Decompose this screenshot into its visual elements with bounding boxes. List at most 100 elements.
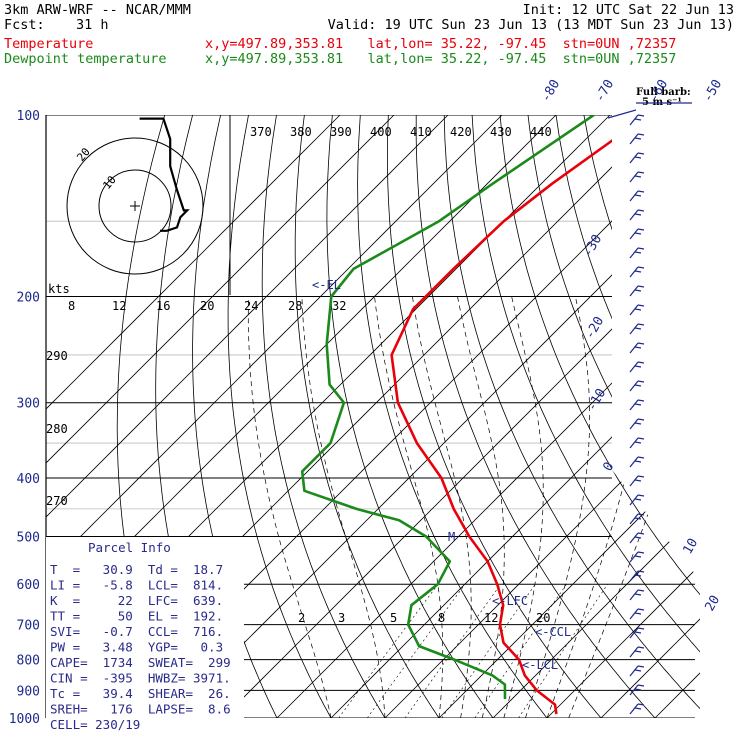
dry-adiabat-line [611, 115, 700, 718]
wind-barb-flag [634, 118, 642, 121]
isotherm-line [600, 115, 700, 718]
wind-barb-flag [637, 456, 645, 459]
wind-barb-staff [629, 152, 639, 164]
isotherm-label: -10 [584, 386, 609, 414]
wind-barb-flag [637, 361, 645, 364]
hodograph-ring-label: 20 [74, 145, 92, 164]
isotherm-label: 40 [0, 0, 16, 4]
isotherm-line [222, 115, 700, 718]
mixing-ratio-label: 20 [536, 611, 550, 625]
hodograph-unit: kts [48, 282, 70, 296]
parcel-info-row: T = 30.9 Td = 18.7 [50, 562, 223, 577]
wind-barb-flag [637, 399, 645, 402]
wind-barb-flag [637, 665, 645, 668]
speed-tick-label: 20 [200, 299, 214, 313]
dry-adiabat-line [386, 115, 602, 718]
wind-barb-flag [634, 707, 642, 710]
isotherm-label: 20 [702, 593, 723, 614]
wind-barb-flag [637, 228, 645, 231]
lcl-label: <-LCL [522, 658, 558, 672]
wind-barb-staff [629, 570, 639, 582]
theta-label: 380 [290, 125, 312, 139]
wind-barb [629, 589, 645, 601]
wind-barb [629, 532, 645, 544]
parcel-info-row: LI = -5.8 LCL= 814. [50, 578, 223, 593]
parcel-info-row: SREH= 176 LAPSE= 8.6 [50, 702, 231, 717]
pressure-tick-label: 500 [17, 530, 40, 545]
isotherm-line [654, 115, 700, 718]
header-fcst-value: 31 h [76, 17, 109, 33]
wind-barb-flag [634, 612, 642, 615]
isotherm-line [546, 115, 700, 718]
wind-barb-flag [634, 213, 642, 216]
theta-label: 370 [250, 125, 272, 139]
wind-barb-flag [634, 498, 642, 501]
wind-barb [629, 494, 645, 506]
m-label: M [448, 530, 455, 544]
speed-tick-label: 32 [332, 299, 346, 313]
dry-adiabat-line [443, 115, 700, 718]
dry-adiabat-line [527, 115, 700, 718]
wind-barb-flag [634, 650, 642, 653]
moist-adiabat-line [568, 296, 700, 718]
isotherm-label: 10 [680, 536, 701, 557]
wind-barb [629, 285, 645, 297]
wind-barb-flag [634, 251, 642, 254]
wind-barb-flag [637, 285, 645, 288]
temperature-line [390, 115, 649, 715]
wind-barb-staff [629, 418, 639, 430]
speed-tick-label: 12 [112, 299, 126, 313]
wind-barb [629, 247, 645, 259]
pressure-tick-label: 400 [17, 472, 40, 487]
wind-barb [629, 190, 645, 202]
parcel-info-row: CAPE= 1734 SWEAT= 299 [50, 655, 231, 670]
wind-barb [629, 152, 645, 164]
moist-adiabat-line [247, 296, 332, 718]
parcel-info-row: K = 22 LFC= 639. [50, 593, 223, 608]
wind-barb-staff [629, 209, 639, 221]
moist-adiabat-line [412, 296, 472, 718]
el-label: <-EL [312, 278, 341, 292]
dry-adiabat-line [695, 115, 700, 718]
wind-barb-flag [637, 171, 645, 174]
moist-adiabat-line [503, 296, 544, 718]
wind-barb-flag [637, 551, 645, 554]
mixing-ratio-label: 3 [338, 611, 345, 625]
isotherm-label: -80 [538, 77, 563, 105]
dry-adiabat-line [724, 115, 740, 718]
wind-barb [629, 608, 645, 620]
wind-barb-flag [634, 346, 642, 349]
wind-barb-staff [629, 608, 639, 620]
parcel-info-row: SVI= -0.7 CCL= 716. [50, 624, 223, 639]
moist-adiabat-line [546, 296, 647, 718]
dry-adiabat-line [294, 115, 440, 718]
speed-tick-label: 8 [68, 299, 75, 313]
dry-adiabat-line [471, 115, 700, 718]
parcel-info-row: TT = 50 EL = 192. [50, 609, 223, 624]
moist-adiabat-line [525, 296, 590, 718]
wind-barb [629, 665, 645, 677]
wind-barb-flag [634, 156, 642, 159]
pressure-tick-label: 200 [17, 291, 40, 306]
isotherm-label: 0 [600, 460, 617, 474]
header-init: Init: 12 UTC Sat 22 Jun 13 [522, 2, 734, 18]
header-valid: Valid: 19 UTC Sun 23 Jun 13 (13 MDT Sun … [327, 17, 734, 33]
mixing-ratio-line [367, 584, 466, 718]
wind-barb-staff [629, 285, 639, 297]
dry-adiabat-line [326, 115, 494, 718]
wind-barb-staff [629, 627, 639, 639]
wind-barb-staff [629, 399, 639, 411]
moist-adiabat-line [457, 296, 505, 718]
wind-barb [629, 304, 645, 316]
wind-barb-staff [629, 114, 639, 126]
wind-barb-flag [637, 209, 645, 212]
wind-barb-flag [634, 536, 642, 539]
wind-barb-flag [634, 593, 642, 596]
wind-barb-staff [629, 513, 639, 525]
wind-barb-staff [629, 228, 639, 240]
wind-barb-flag [637, 475, 645, 478]
mixing-ratio-line [474, 584, 567, 718]
speed-tick-label: 28 [288, 299, 302, 313]
wind-barb [629, 342, 645, 354]
